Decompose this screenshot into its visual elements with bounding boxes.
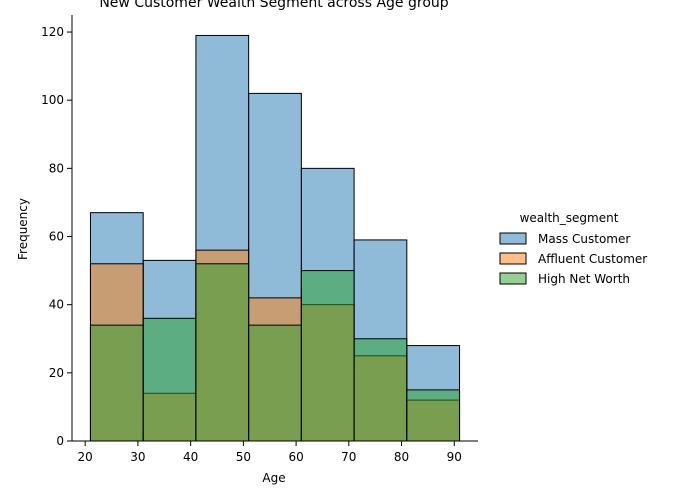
x-tick-label: 70 (341, 450, 356, 464)
legend-label-mass-customer: Mass Customer (538, 232, 630, 246)
y-tick-label: 40 (49, 298, 64, 312)
y-tick-label: 20 (49, 366, 64, 380)
legend-title: wealth_segment (520, 211, 619, 225)
x-tick-label: 90 (447, 450, 462, 464)
x-tick-label: 30 (130, 450, 145, 464)
legend-swatch-mass-customer (499, 232, 527, 245)
chart-title: New Customer Wealth Segment across Age g… (99, 0, 448, 11)
x-tick-label: 20 (78, 450, 93, 464)
x-tick-label: 50 (236, 450, 251, 464)
x-axis-label: Age (262, 471, 285, 485)
x-tick-label: 40 (183, 450, 198, 464)
axes-group: 20 30 40 50 60 70 80 90 0 20 40 60 80 100 120 (41, 15, 478, 464)
bar-high-net-worth-5 (353, 338, 408, 442)
legend-swatch-high-net-worth (499, 272, 527, 285)
y-tick-label: 80 (49, 161, 64, 175)
x-tick-label: 80 (394, 450, 409, 464)
bar-high-net-worth-2 (195, 263, 250, 442)
bar-high-net-worth-1 (142, 317, 197, 442)
y-tick-label: 60 (49, 230, 64, 244)
y-tick-label: 100 (41, 93, 64, 107)
bars-group (89, 34, 461, 442)
x-tick-label: 60 (288, 450, 303, 464)
y-axis-label: Frequency (16, 198, 30, 260)
legend-swatch-affluent-customer (499, 252, 527, 265)
bar-high-net-worth-3 (248, 324, 302, 442)
bar-high-net-worth-6 (406, 389, 461, 442)
legend-label-affluent-customer: Affluent Customer (538, 252, 647, 266)
legend: wealth_segment Mass Customer Affluent Cus… (499, 211, 647, 286)
bar-high-net-worth-4 (300, 270, 355, 442)
y-tick-label: 120 (41, 25, 64, 39)
bar-high-net-worth-0 (89, 324, 144, 442)
legend-label-high-net-worth: High Net Worth (538, 272, 630, 286)
y-tick-label: 0 (56, 434, 64, 448)
